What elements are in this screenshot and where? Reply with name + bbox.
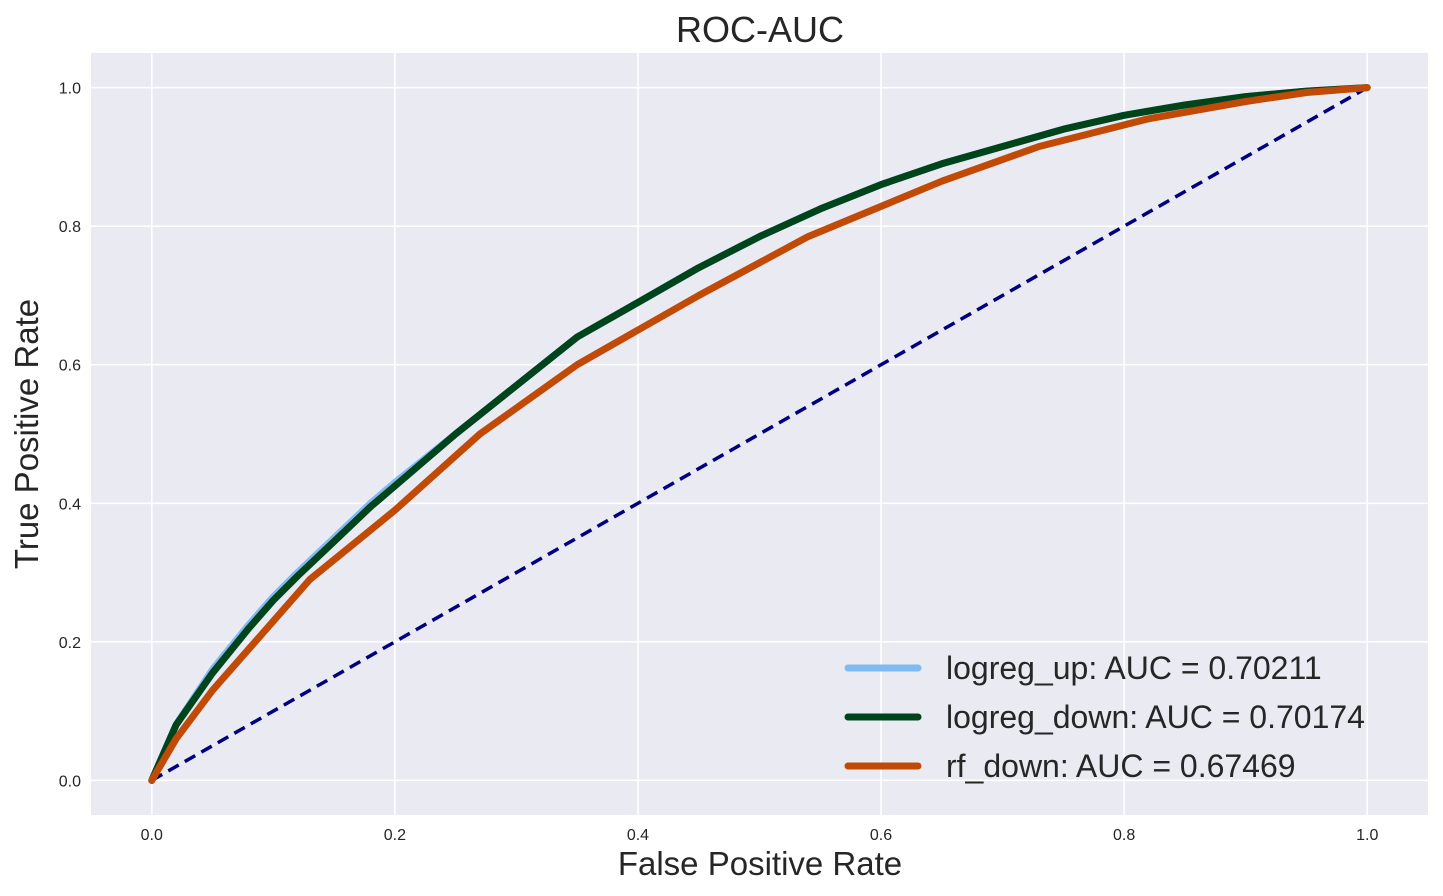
plot-area [91,53,1428,815]
legend-label: logreg_up: AUC = 0.70211 [946,650,1322,686]
y-tick-label: 1.0 [59,81,81,98]
series-line-3 [148,84,1371,784]
x-tick-label: 0.4 [627,827,649,844]
y-tick-label: 0.6 [59,358,81,375]
chart-title: ROC-AUC [676,9,844,50]
series-line-2 [148,84,1371,784]
series-group [148,84,1371,784]
x-tick-label: 0.0 [141,827,163,844]
reference-line-group [150,86,1369,782]
x-tick-label: 0.2 [384,827,406,844]
legend-label: logreg_down: AUC = 0.70174 [946,699,1365,735]
y-tick-label: 0.8 [59,219,81,236]
legend-label: rf_down: AUC = 0.67469 [946,748,1296,784]
y-tick-label: 0.4 [59,496,81,513]
y-tick-label: 0.0 [59,773,81,790]
x-tick-label: 1.0 [1356,827,1378,844]
x-axis-label: False Positive Rate [618,845,902,882]
y-tick-label: 0.2 [59,635,81,652]
legend: logreg_up: AUC = 0.70211 logreg_down: AUC… [844,650,1365,784]
x-tick-label: 0.6 [870,827,892,844]
x-tick-label: 0.8 [1113,827,1135,844]
reference-diagonal-line [150,86,1369,782]
y-axis-label: True Positive Rate [8,299,45,569]
grid [91,53,1428,815]
ticks: 0.0 0.2 0.4 0.6 0.8 1.0 0.0 0.2 0.4 0.6 0.8 1.0 [59,81,1379,844]
